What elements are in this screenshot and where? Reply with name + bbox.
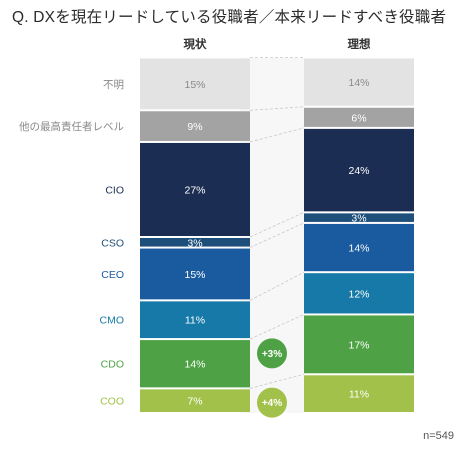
series-label-cio: CIO xyxy=(105,184,124,196)
value-label-other-c-level-0: 9% xyxy=(187,121,202,133)
chart-title: Q. DXを現在リードしている役職者／本来リードすべき役職者 xyxy=(12,9,447,26)
series-label-cdo: CDO xyxy=(101,359,124,371)
change-badge-coo xyxy=(257,387,287,418)
value-label-unknown-1: 14% xyxy=(348,77,369,89)
value-label-cdo-1: 17% xyxy=(348,339,369,351)
series-label-cso: CSO xyxy=(101,237,124,249)
series-label-other-c-level: 他の最高責任者レベル xyxy=(19,120,124,133)
value-label-ceo-1: 14% xyxy=(348,243,369,255)
bar-segment-unknown-1 xyxy=(304,58,414,106)
series-label-cmo: CMO xyxy=(100,315,125,327)
connector-line-other-c-level xyxy=(249,106,305,111)
series-label-coo: COO xyxy=(100,396,124,408)
bar-segment-ceo-0 xyxy=(140,248,250,300)
change-badge-label-coo: +4% xyxy=(262,398,282,409)
series-label-ceo: CEO xyxy=(101,269,124,281)
bar-segment-other-c-level-1 xyxy=(304,107,414,127)
bar-segment-cio-1 xyxy=(304,128,414,212)
bar-segment-other-c-level-0 xyxy=(140,111,250,141)
bar-segment-unknown-0 xyxy=(140,58,250,110)
value-label-cio-1: 24% xyxy=(348,165,369,177)
sample-size-note: n=549 xyxy=(423,430,454,442)
value-label-other-c-level-1: 6% xyxy=(351,112,366,124)
bar-segment-coo-0 xyxy=(140,389,250,412)
bar-segment-cso-0 xyxy=(140,238,250,247)
change-badge-label-cdo: +3% xyxy=(262,349,282,360)
value-label-cso-1: 3% xyxy=(351,213,366,225)
change-badge-cdo xyxy=(257,338,287,369)
connector-line-cio xyxy=(249,127,305,143)
value-label-cmo-1: 12% xyxy=(348,288,369,300)
bar-segment-coo-1 xyxy=(304,375,414,412)
value-label-cmo-0: 11% xyxy=(185,315,205,327)
bar-segment-cdo-1 xyxy=(304,315,414,374)
value-label-cio-0: 27% xyxy=(184,184,205,196)
connector-line-coo xyxy=(249,373,305,389)
value-label-unknown-0: 15% xyxy=(184,79,205,91)
bar-segment-cio-0 xyxy=(140,142,250,236)
bar-segment-cmo-0 xyxy=(140,301,250,339)
bar-segment-cmo-1 xyxy=(304,273,414,314)
value-label-coo-0: 7% xyxy=(187,396,202,408)
connector-line-cmo xyxy=(249,271,305,301)
value-label-coo-1: 11% xyxy=(349,389,369,401)
category-label-0: 現状 xyxy=(184,37,207,51)
bar-segment-cso-1 xyxy=(304,213,414,222)
category-label-1: 理想 xyxy=(348,37,371,51)
series-label-unknown: 不明 xyxy=(103,79,124,91)
bar-segment-ceo-1 xyxy=(304,223,414,272)
bar-segment-cdo-0 xyxy=(140,340,250,388)
value-label-ceo-0: 15% xyxy=(184,269,205,281)
value-label-cdo-0: 14% xyxy=(184,359,205,371)
value-label-cso-0: 3% xyxy=(187,237,202,249)
